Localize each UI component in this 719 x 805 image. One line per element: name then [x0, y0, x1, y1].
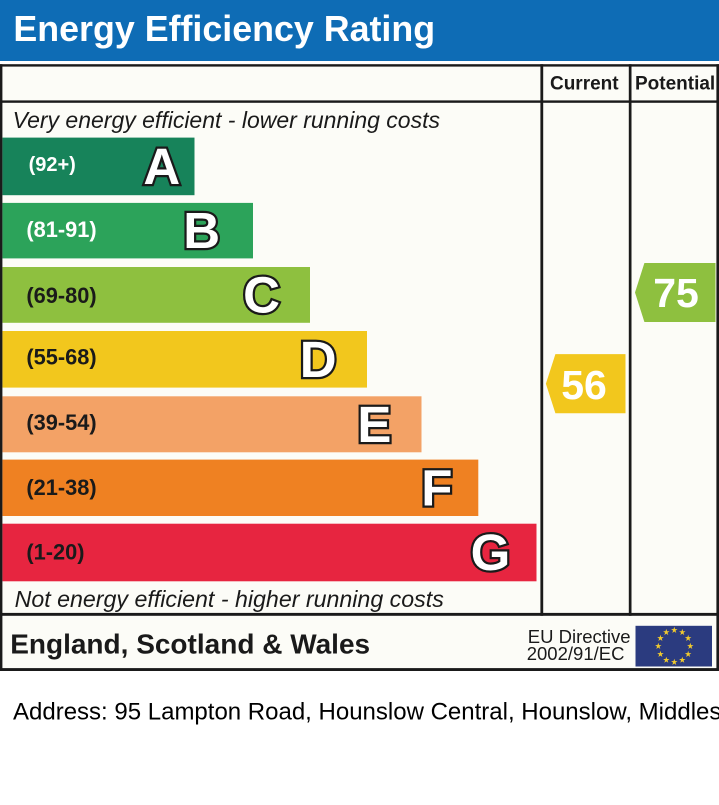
svg-text:F: F	[421, 459, 452, 516]
svg-text:2002/91/EC: 2002/91/EC	[527, 643, 625, 664]
svg-text:(55-68): (55-68)	[26, 344, 96, 369]
svg-text:Not energy efficient - higher: Not energy efficient - higher running co…	[15, 586, 445, 612]
svg-text:Energy Efficiency Rating: Energy Efficiency Rating	[13, 9, 435, 49]
svg-text:56: 56	[561, 362, 607, 408]
svg-text:75: 75	[653, 270, 699, 316]
svg-text:Address: 95 Lampton Road, Houn: Address: 95 Lampton Road, Hounslow Centr…	[13, 699, 719, 726]
svg-text:Very energy efficient - lower: Very energy efficient - lower running co…	[13, 107, 441, 133]
svg-text:Current: Current	[550, 73, 619, 94]
svg-text:England, Scotland & Wales: England, Scotland & Wales	[10, 629, 370, 660]
svg-text:A: A	[143, 138, 180, 195]
svg-text:(1-20): (1-20)	[26, 540, 84, 565]
svg-text:Potential: Potential	[635, 73, 715, 94]
svg-text:C: C	[243, 267, 280, 324]
svg-text:D: D	[300, 331, 337, 388]
svg-text:(39-54): (39-54)	[26, 410, 96, 435]
svg-text:G: G	[471, 524, 511, 581]
svg-text:(69-80): (69-80)	[26, 283, 96, 308]
svg-text:E: E	[357, 396, 391, 453]
svg-text:(92+): (92+)	[29, 154, 76, 176]
svg-text:B: B	[183, 202, 220, 259]
svg-text:(21-38): (21-38)	[26, 475, 96, 500]
svg-text:(81-91): (81-91)	[26, 217, 96, 242]
svg-text:EU Directive: EU Directive	[528, 626, 631, 647]
